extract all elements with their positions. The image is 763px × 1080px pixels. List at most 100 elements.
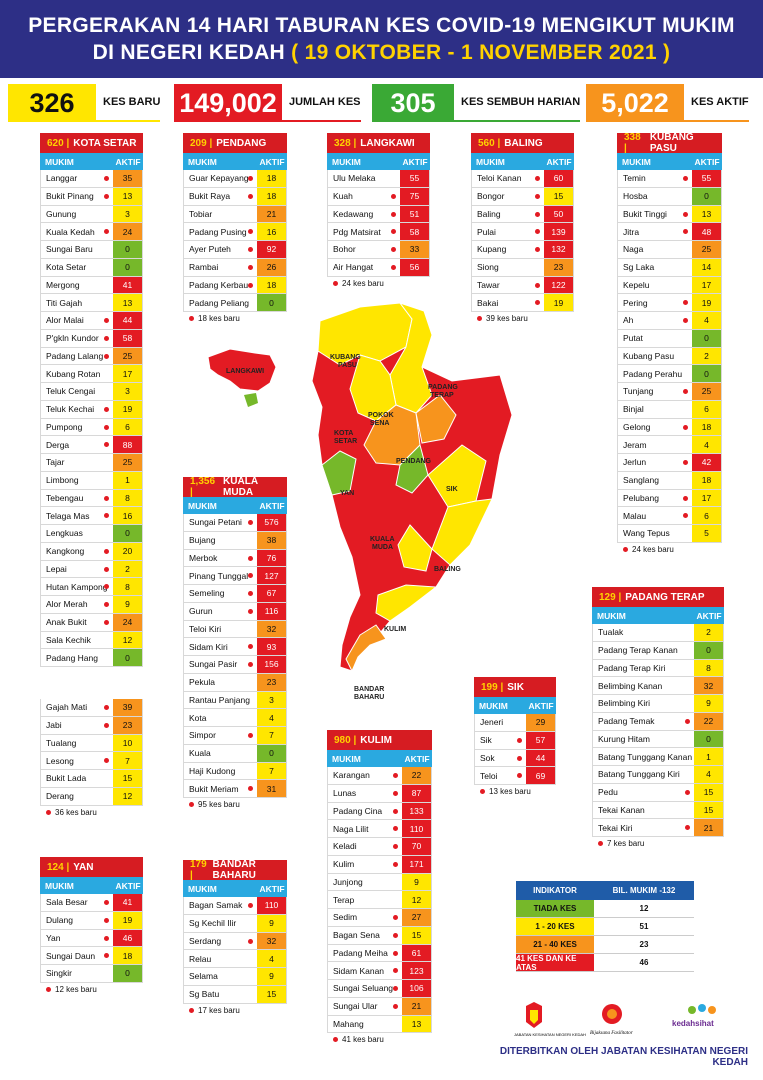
new-case-dot [248,247,253,252]
map-label-pokok-sena-2: SENA [370,420,389,427]
new-case-dot [104,758,109,764]
table-row: Limbong 1 [40,471,143,490]
note-dot [477,316,482,321]
column-header: MUKIM AKTIF [40,153,143,170]
map-label-padang-terap-2: TERAP [430,392,454,399]
new-case-dot [104,584,109,590]
active-count: 4 [694,766,724,783]
col-aktif: AKTIF [257,497,287,514]
new-case-dot [393,773,398,778]
table-row: Selama 9 [183,968,287,986]
mukim-name: Keladi [327,838,402,855]
active-count: 2 [694,624,724,641]
active-count: 7 [113,752,143,769]
mukim-name: Binjal [617,400,692,418]
mukim-name: Sungai Daun [40,947,113,964]
table-row: Titi Gajah 13 [40,294,143,312]
table-row: Teloi Kanan 60 [471,170,574,188]
active-count: 0 [113,649,143,666]
mukim-name: Hutan Kampong [40,578,113,595]
active-count: 41 [113,894,143,911]
active-count: 0 [257,294,287,311]
table-row: Tekai Kanan 15 [592,801,724,820]
map-label-bandar-baharu-1: BANDAR [354,686,384,693]
mukim-name: Guar Kepayang [183,170,257,187]
mukim-name: Gelong [617,418,692,436]
active-count: 17 [692,276,722,294]
table-row: Bujang 38 [183,531,287,550]
mukim-name: Serdang [183,932,257,950]
district-table-kulim: 980 | KULIM MUKIM AKTIF Karangan 22 Lunas 87 Pad… [327,730,432,1047]
map-label-kuala-muda-2: MUDA [372,544,393,551]
table-row: Temin 55 [617,170,722,188]
new-case-dot [517,737,522,743]
mukim-name: Malau [617,507,692,524]
new-case-dot [248,938,253,944]
new-cases-note: 12 kes baru [40,983,143,996]
map-label-langkawi: LANGKAWI [226,368,264,375]
district-name: SIK [507,681,524,693]
active-count: 16 [257,223,287,240]
map-bandar-baharu [345,624,387,673]
active-count: 21 [257,205,287,223]
mukim-name: Gajah Mati [40,699,113,716]
table-row: Kota 4 [183,709,287,727]
table-row: Bakai 19 [471,294,574,312]
new-case-dot [683,229,688,235]
active-count: 18 [692,471,722,489]
map-label-padang-terap-1: PADANG [428,384,458,391]
active-count: 25 [113,347,143,365]
table-row: Tunjang 25 [617,383,722,401]
table-row: Ulu Melaka 55 [327,170,430,188]
map-pendang-green [395,444,429,494]
map-label-kulim: KULIM [384,626,406,633]
table-row: Bukit Raya 18 [183,187,287,206]
mukim-name: Padang Terap Kiri [592,659,694,677]
active-count: 22 [694,712,724,730]
table-row: Air Hangat 56 [327,258,430,277]
mukim-name: Ayer Puteh [183,241,257,258]
note-text: 41 kes baru [342,1035,384,1045]
stat-value: 149,002 [174,84,282,122]
col-aktif: AKTIF [257,880,287,897]
mukim-name: Lepai [40,560,113,578]
legend-header-indicator: INDIKATOR [533,886,577,895]
new-case-dot [683,176,688,181]
active-count: 7 [257,727,287,744]
mukim-name: Padang Cina [327,802,402,820]
mukim-name: P'gkln Kundor [40,329,113,347]
mukim-name: Tekai Kiri [592,819,694,836]
mukim-name: Sg Batu [183,985,257,1003]
table-row: Kuala 0 [183,744,287,763]
active-count: 19 [544,294,574,311]
table-row: Putat 0 [617,329,722,348]
district-name: PADANG TERAP [625,591,705,603]
active-count: 60 [544,170,574,187]
district-name: BALING [504,137,543,149]
mukim-name: Sidam Kiri [183,638,257,655]
active-count: 5 [692,525,722,542]
table-row: Alor Merah 9 [40,596,143,614]
new-case-dot [248,733,253,738]
mukim-name: Tebengau [40,489,113,507]
active-count: 18 [692,418,722,436]
moh-crest-logo: JABATAN KESIHATAN NEGERI KEDAH [514,1002,586,1037]
mukim-name: Teloi Kanan [471,170,544,187]
district-header: 199 | SIK [474,677,556,697]
table-row: Gunung 3 [40,205,143,224]
table-row: Yan 46 [40,929,143,948]
table-row: Lengkuas 0 [40,525,143,543]
mukim-name: Bongor [471,187,544,205]
table-row: Derang 12 [40,787,143,806]
col-mukim: MUKIM [45,156,74,167]
active-count: 15 [113,770,143,787]
active-count: 123 [402,962,432,979]
table-row: Merbok 76 [183,549,287,568]
table-row: Pedu 15 [592,783,724,802]
new-case-dot [393,968,398,974]
table-row: Telaga Mas 16 [40,507,143,525]
new-case-dot [391,229,396,235]
mukim-name: Batang Tunggang Kanan [592,748,694,765]
active-count: 19 [113,400,143,418]
table-row: Jeneri 29 [474,714,556,732]
